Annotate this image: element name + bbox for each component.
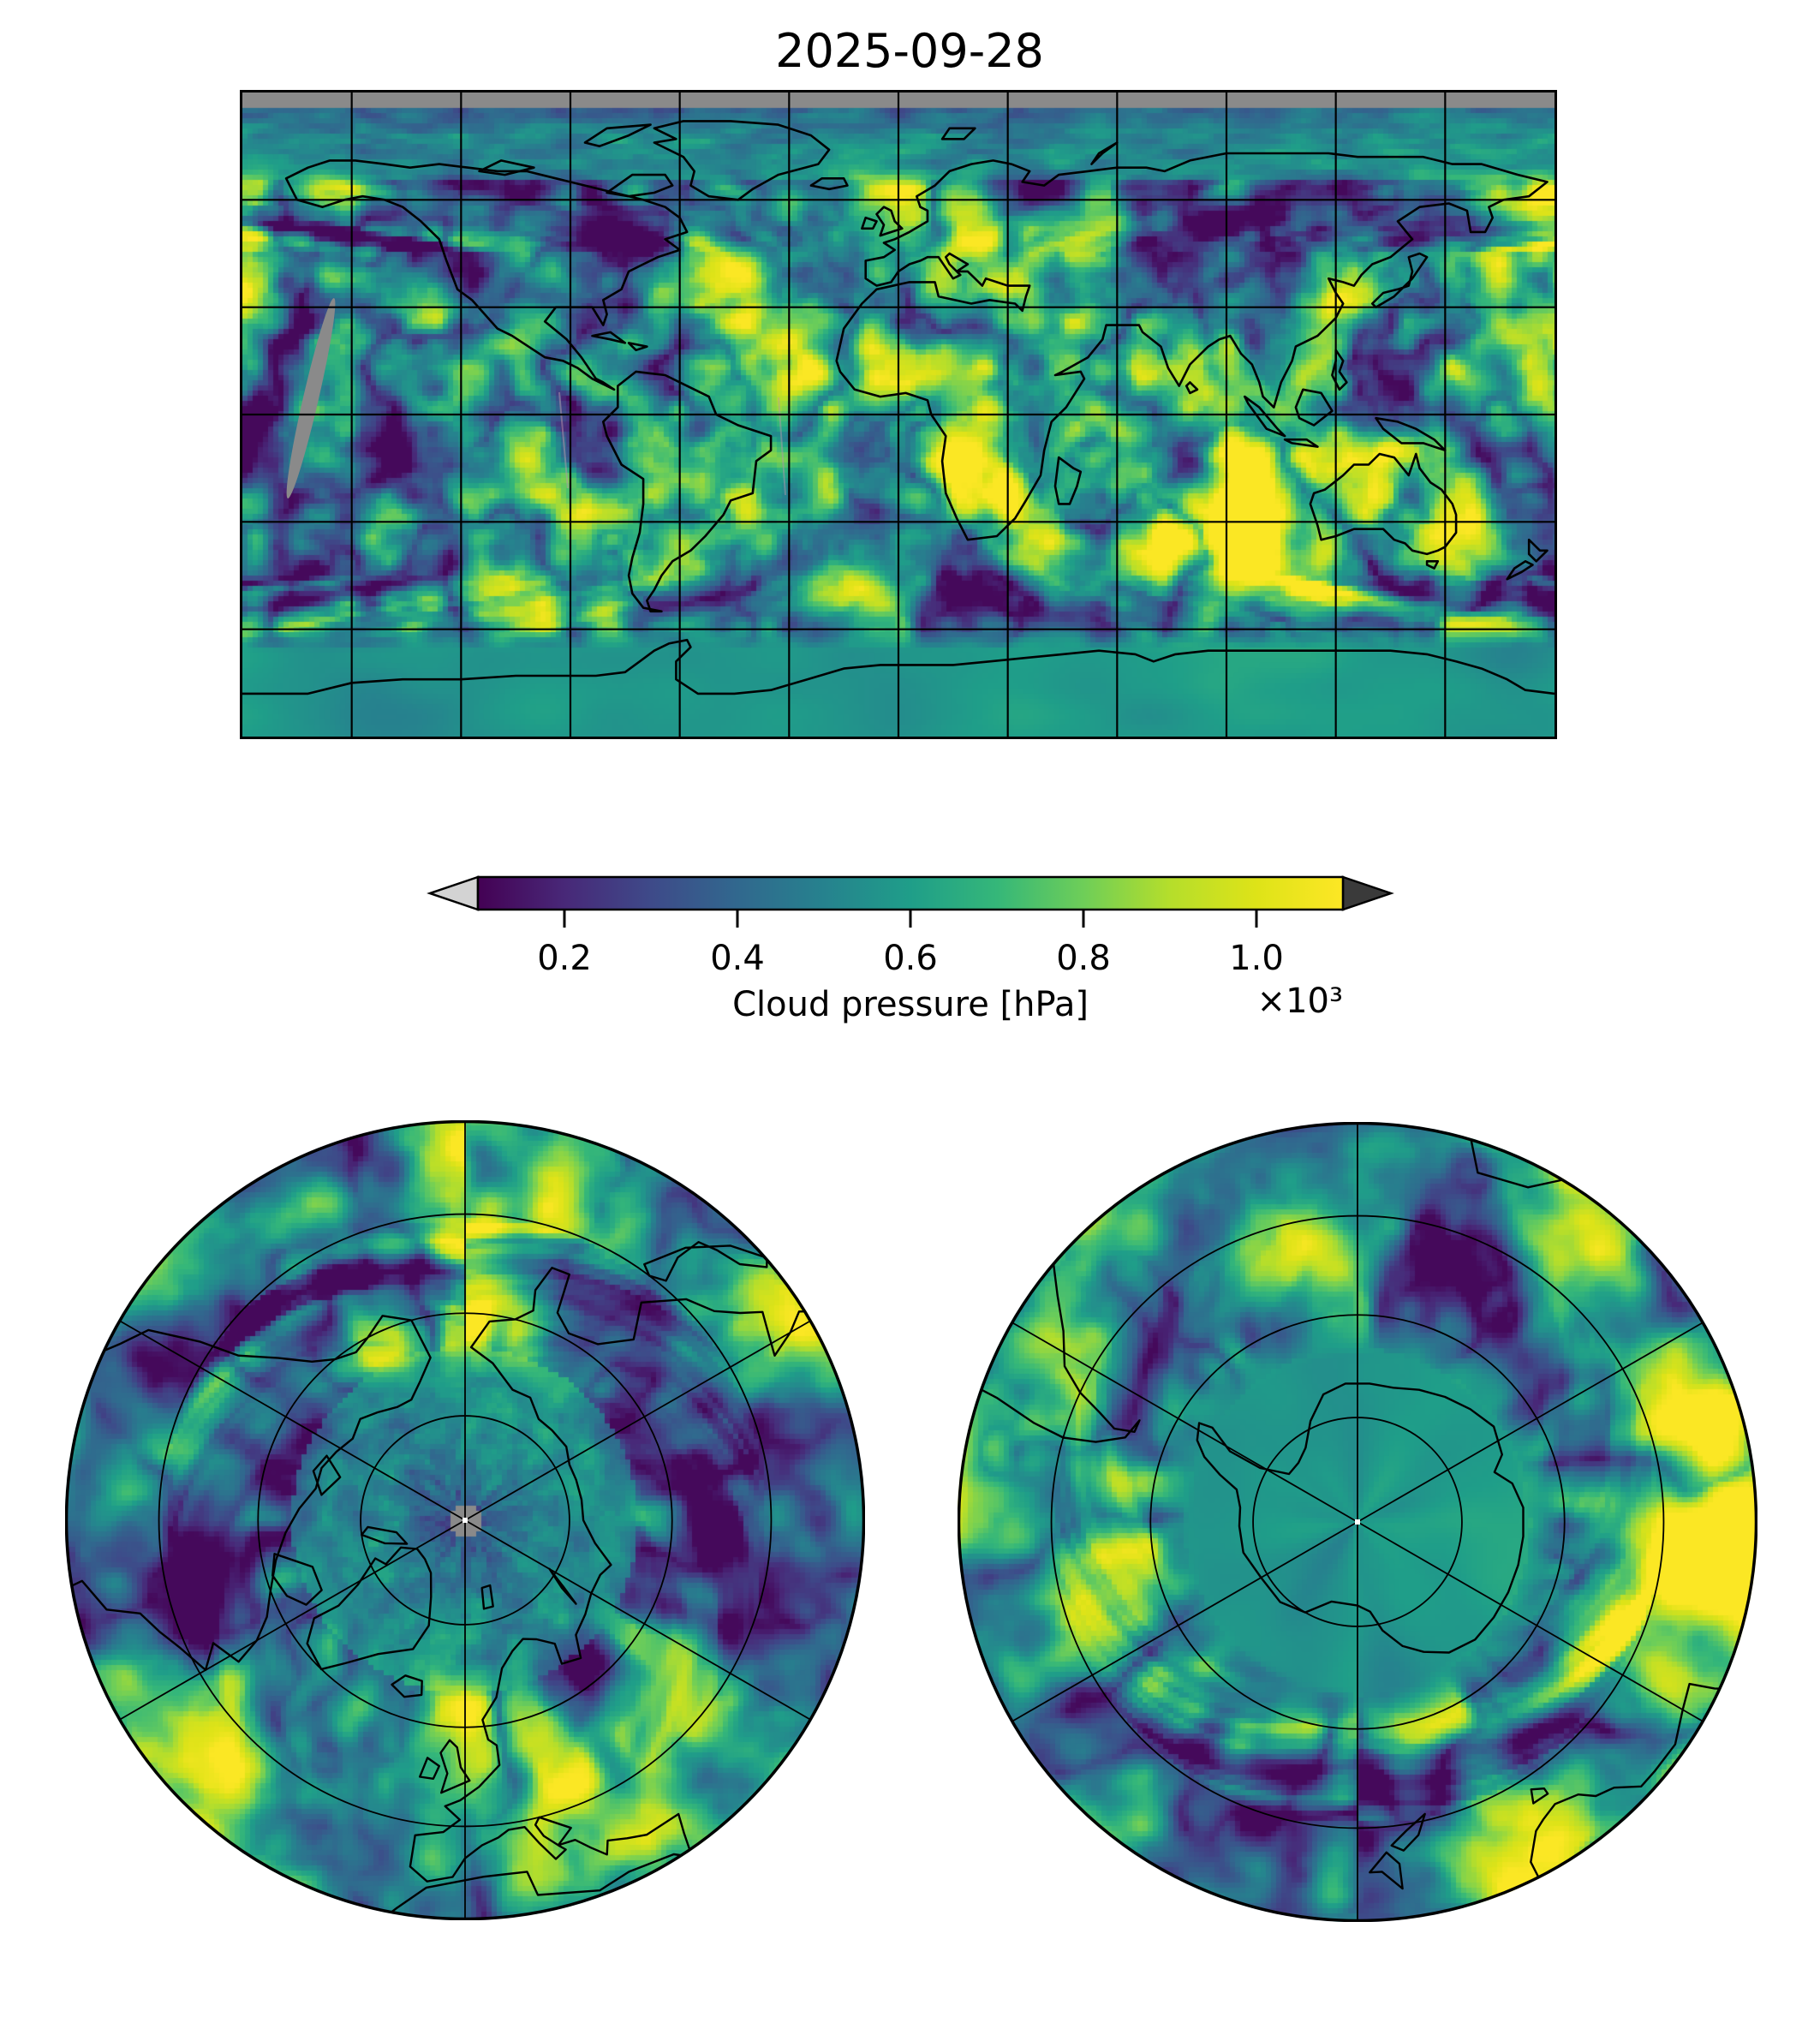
coastline <box>602 370 773 613</box>
coastline <box>321 1267 864 1919</box>
coastline <box>627 342 648 352</box>
coastline <box>653 120 831 201</box>
coastline <box>1171 1123 1757 1921</box>
coastline <box>66 1315 432 1672</box>
coastline <box>1530 1787 1549 1805</box>
coastline <box>583 123 652 147</box>
coastline <box>940 127 976 140</box>
coastline <box>875 206 904 237</box>
coastline <box>1527 538 1548 563</box>
coastline <box>242 638 1554 695</box>
colorbar-under-arrow <box>427 875 480 911</box>
colorbar-tick-label: 0.6 <box>883 939 938 978</box>
coastline <box>1053 456 1083 505</box>
map-boundary-circle <box>958 1122 1757 1922</box>
coastline <box>861 216 878 230</box>
coastline <box>480 1584 494 1610</box>
coastline <box>591 331 627 344</box>
coastline <box>1530 1682 1757 1921</box>
coastline <box>361 1525 409 1545</box>
coastline <box>419 1757 440 1780</box>
coastline <box>1331 349 1348 391</box>
colorbar-tick-label: 0.4 <box>710 939 765 978</box>
coastline <box>643 1241 768 1282</box>
coastline <box>835 152 1548 541</box>
coastline <box>1375 416 1447 452</box>
coastline <box>1196 1382 1525 1654</box>
coastline <box>606 173 674 198</box>
coastline <box>1370 252 1429 308</box>
coastline <box>391 1674 423 1698</box>
coastline <box>439 1739 471 1794</box>
coastline <box>312 1454 342 1496</box>
coastline <box>1294 388 1334 427</box>
coastline <box>1369 1851 1404 1890</box>
pole-marker <box>462 1518 468 1523</box>
colorbar-tick-label: 0.2 <box>537 939 592 978</box>
global-map-panel <box>240 90 1557 739</box>
coastline <box>548 1567 577 1605</box>
south-polar-overlay <box>958 1122 1757 1922</box>
figure-title: 2025-09-28 <box>775 24 1044 78</box>
colorbar <box>427 875 1394 928</box>
colorbar-gradient-bar <box>476 875 1345 911</box>
pole-marker <box>1355 1519 1360 1525</box>
colorbar-tick-label: 0.8 <box>1056 939 1111 978</box>
south-polar-panel <box>958 1122 1757 1922</box>
colorbar-tick-label: 1.0 <box>1229 939 1284 978</box>
coastline <box>1283 438 1319 448</box>
north-polar-overlay <box>65 1120 865 1920</box>
orbit-gap-sliver <box>286 298 336 498</box>
coastline <box>1425 560 1440 570</box>
map-boundary-circle <box>65 1120 865 1920</box>
coastline <box>1244 395 1286 438</box>
coastline <box>306 1546 433 1671</box>
coastline <box>478 159 535 176</box>
global-map-overlay <box>242 92 1554 737</box>
coastline <box>1090 141 1119 165</box>
coastline <box>1184 381 1199 395</box>
coastline <box>1309 452 1458 556</box>
coastline <box>958 1123 1141 1443</box>
colorbar-over-arrow <box>1341 875 1394 911</box>
coastline <box>809 177 849 191</box>
coastline <box>1390 1812 1426 1852</box>
north-polar-panel <box>65 1120 865 1920</box>
colorbar-offset-text: ×10³ <box>1256 982 1343 1021</box>
coastline <box>284 159 689 391</box>
colorbar-label: Cloud pressure [hPa] <box>732 985 1089 1024</box>
coastline <box>1506 560 1534 581</box>
coastline <box>272 1553 323 1606</box>
